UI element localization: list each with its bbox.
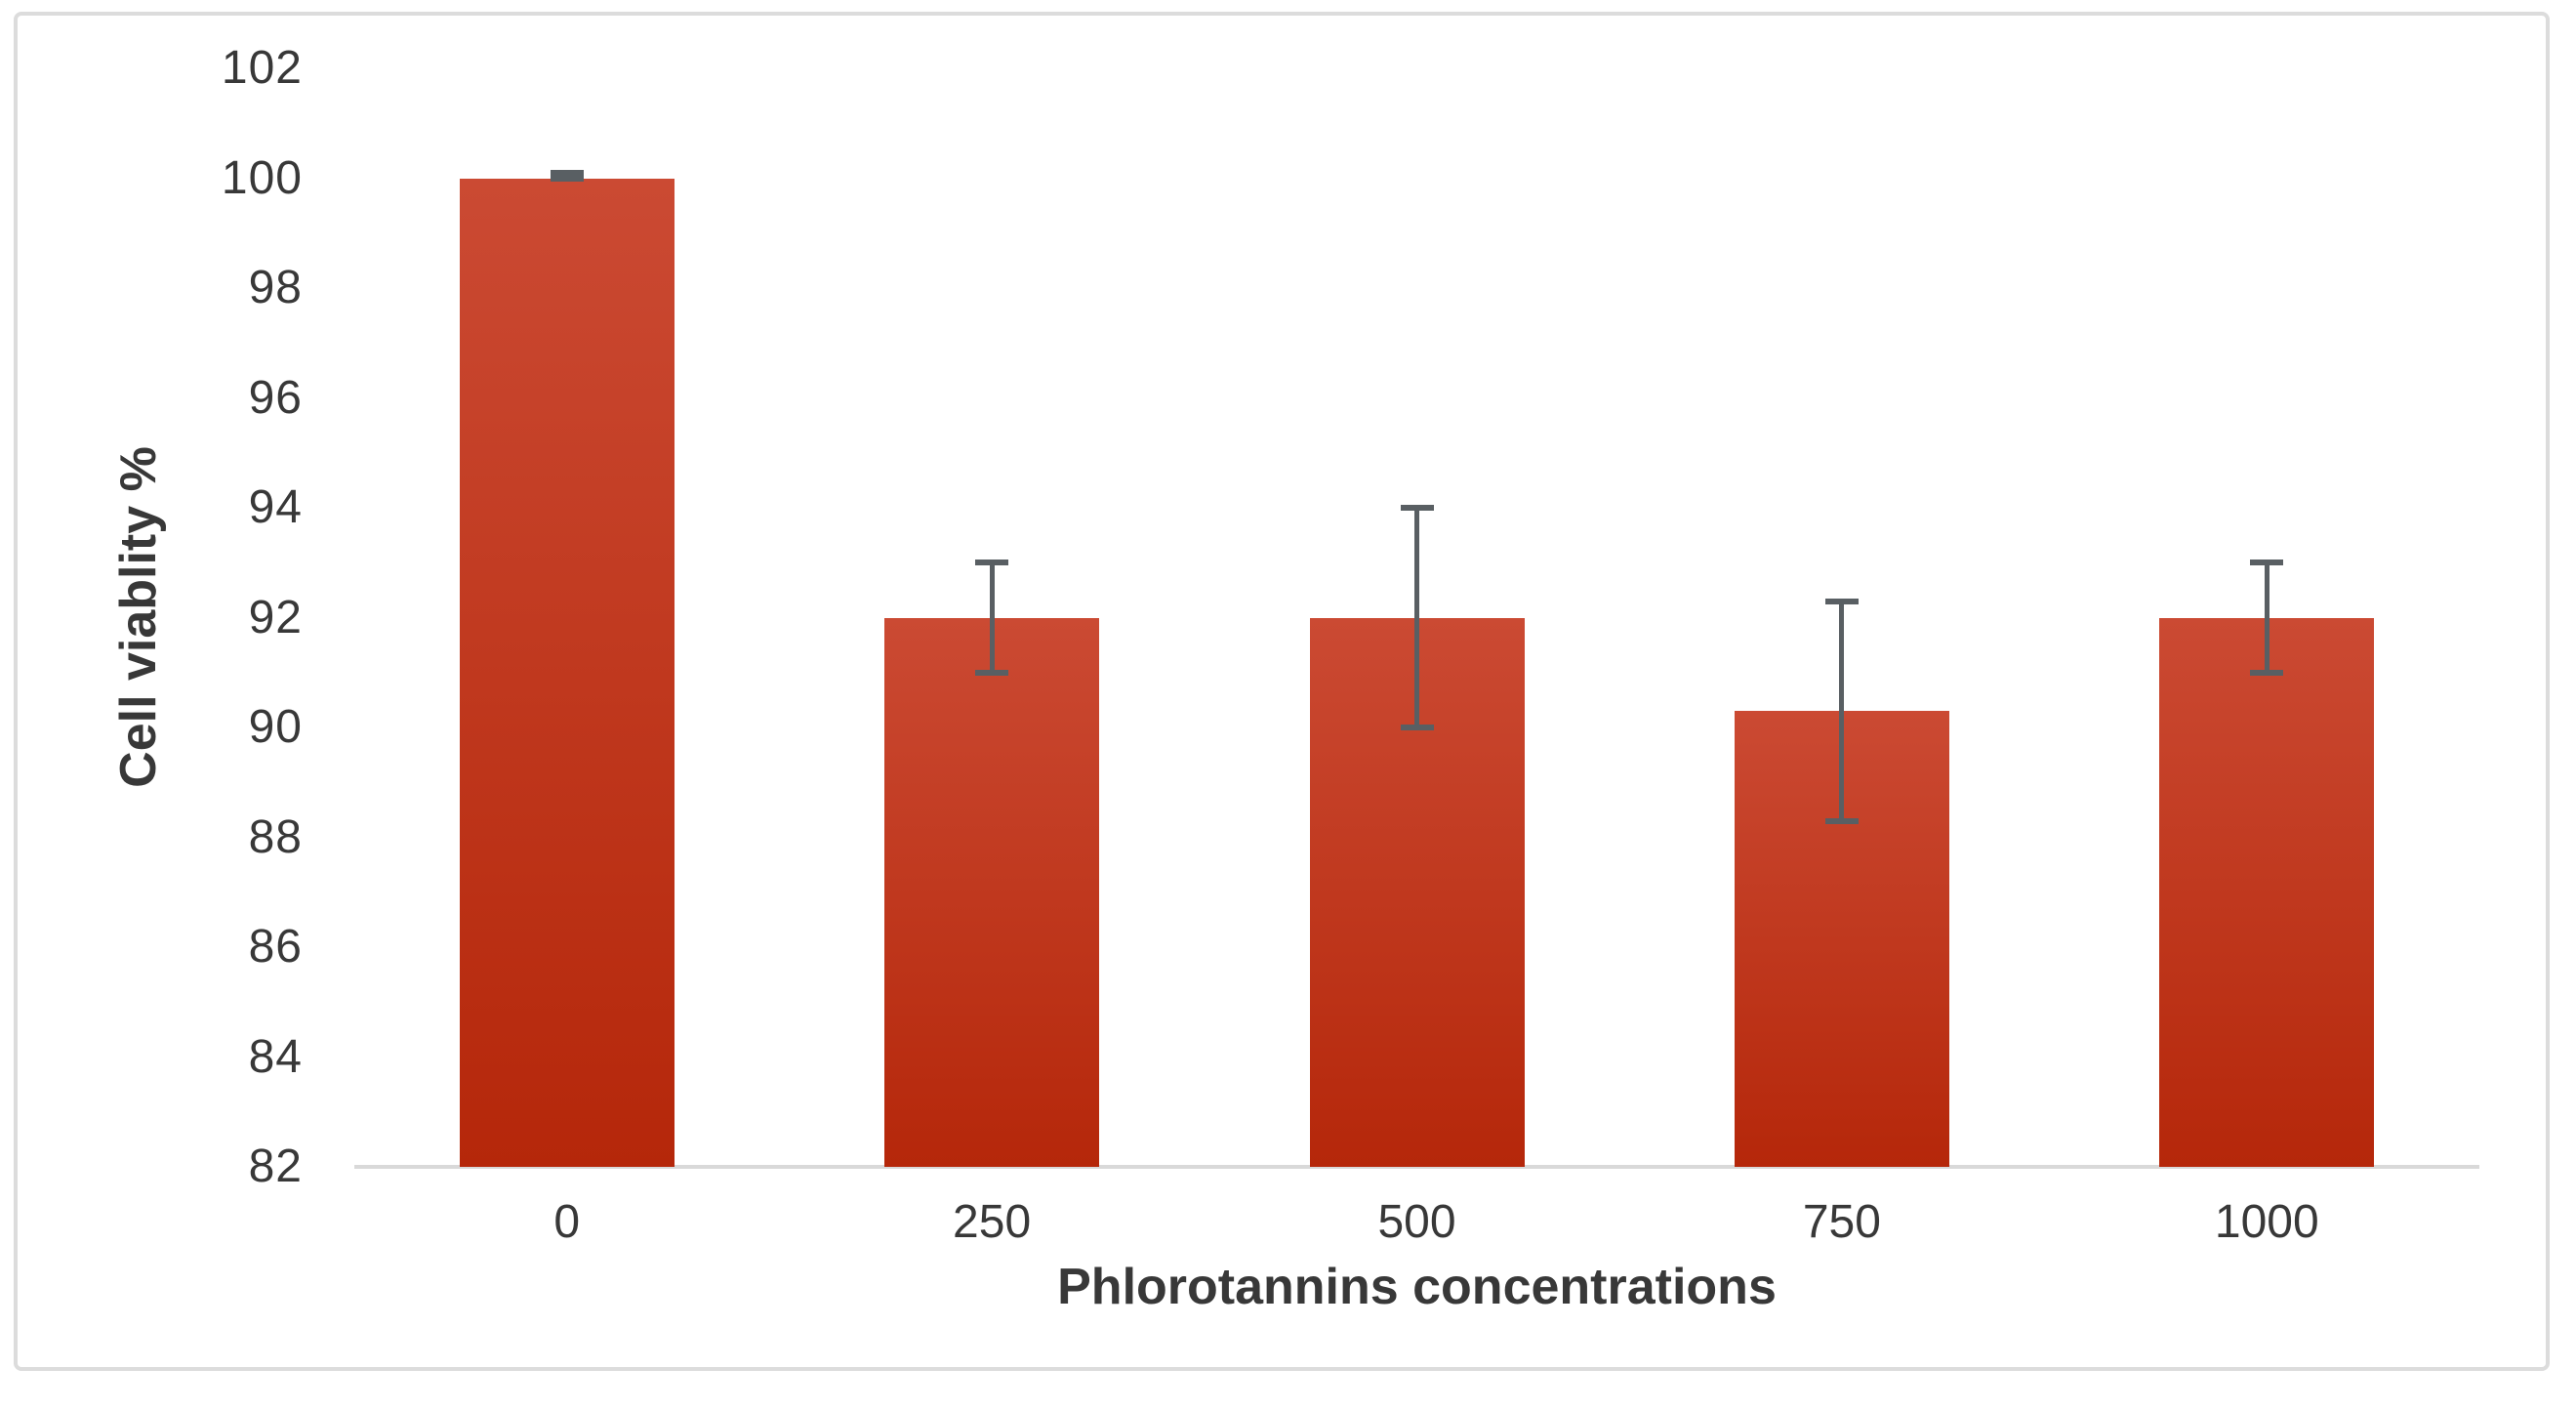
error-bar-whisker bbox=[989, 562, 995, 673]
y-tick-label: 86 bbox=[248, 921, 303, 973]
y-tick-label: 94 bbox=[248, 481, 303, 533]
x-tick-label: 250 bbox=[953, 1196, 1032, 1248]
bar-1000 bbox=[2159, 617, 2375, 1167]
y-tick-label: 92 bbox=[248, 591, 303, 643]
error-bar-cap bbox=[2250, 560, 2284, 566]
error-bar-whisker bbox=[2264, 562, 2269, 673]
error-bar-cap bbox=[550, 175, 584, 182]
x-tick-label: 0 bbox=[553, 1196, 581, 1248]
x-axis-line bbox=[354, 1165, 2479, 1169]
error-bar-cap bbox=[975, 669, 1009, 676]
error-bar-cap bbox=[1400, 505, 1434, 511]
y-tick-label: 96 bbox=[248, 371, 303, 424]
error-bar-whisker bbox=[1839, 601, 1845, 821]
bar-250 bbox=[884, 617, 1100, 1167]
error-bar-cap bbox=[550, 169, 584, 176]
y-tick-label: 98 bbox=[248, 262, 303, 313]
error-bar-cap bbox=[1824, 817, 1859, 824]
bar-0 bbox=[459, 178, 675, 1167]
y-tick-label: 88 bbox=[248, 810, 303, 863]
x-axis-title: Phlorotannins concentrations bbox=[1057, 1259, 1777, 1315]
error-bar-cap bbox=[975, 560, 1009, 566]
y-tick-label: 100 bbox=[221, 151, 303, 204]
chart-frame bbox=[14, 12, 2550, 1371]
y-tick-label: 84 bbox=[248, 1030, 303, 1083]
x-tick-label: 1000 bbox=[2214, 1196, 2319, 1248]
x-tick-label: 750 bbox=[1802, 1196, 1881, 1248]
y-tick-label: 90 bbox=[248, 701, 303, 753]
error-bar-whisker bbox=[1414, 508, 1419, 727]
error-bar-cap bbox=[2250, 669, 2284, 676]
y-tick-label: 82 bbox=[248, 1140, 303, 1192]
x-tick-label: 500 bbox=[1377, 1196, 1456, 1248]
y-tick-label: 102 bbox=[221, 42, 303, 94]
error-bar-cap bbox=[1824, 598, 1859, 604]
error-bar-cap bbox=[1400, 725, 1434, 730]
